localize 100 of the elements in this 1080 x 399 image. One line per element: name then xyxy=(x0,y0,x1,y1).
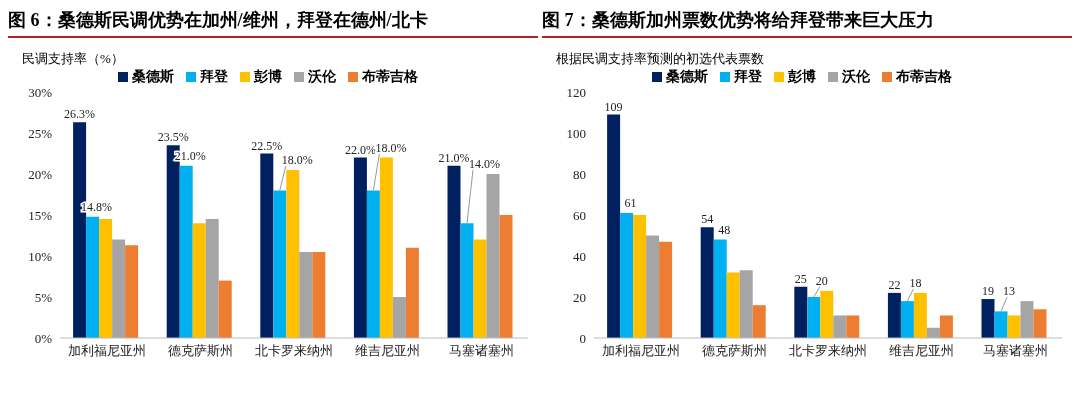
data-label: 54 xyxy=(701,212,714,227)
bar xyxy=(460,223,474,338)
legend-label: 布蒂吉格 xyxy=(361,68,418,86)
bar xyxy=(659,241,673,338)
bar xyxy=(392,297,406,338)
bar xyxy=(820,290,834,338)
data-label: 25 xyxy=(794,271,807,286)
bar xyxy=(620,212,634,338)
data-label: 14.0% xyxy=(469,157,500,171)
legend-label: 拜登 xyxy=(733,68,762,86)
y-tick-label: 20% xyxy=(28,166,53,182)
bar xyxy=(260,153,274,338)
bar xyxy=(299,251,313,338)
data-label: 18.0% xyxy=(375,140,407,155)
x-tick-label: 加利福尼亚州 xyxy=(601,343,680,359)
bar xyxy=(633,215,647,338)
data-label: 48 xyxy=(718,222,731,237)
x-tick-label: 德克萨斯州 xyxy=(167,343,233,359)
data-label: 13 xyxy=(1003,284,1015,299)
bar xyxy=(794,286,808,338)
bar xyxy=(192,223,206,338)
x-tick-label: 德克萨斯州 xyxy=(701,343,767,359)
legend-label: 沃伦 xyxy=(307,68,336,86)
bar xyxy=(700,227,714,338)
bar xyxy=(286,169,300,338)
data-label: 22 xyxy=(888,277,901,292)
y-tick-label: 25% xyxy=(28,125,53,141)
x-tick-label: 马塞诸塞州 xyxy=(982,343,1048,359)
bar xyxy=(205,219,219,338)
bar xyxy=(473,239,487,338)
bar xyxy=(846,315,860,338)
y-tick-label: 0% xyxy=(34,330,53,346)
y-tick-label: 5% xyxy=(34,289,53,305)
legend-label: 桑德斯 xyxy=(665,68,708,86)
bar xyxy=(312,251,326,338)
data-label: 61 xyxy=(624,195,637,210)
x-tick-label: 北卡罗来纳州 xyxy=(255,343,333,359)
bar xyxy=(887,292,901,338)
x-tick-label: 马塞诸塞州 xyxy=(448,343,514,359)
chart-title: 图 6：桑德斯民调优势在加州/维州，拜登在德州/北卡 xyxy=(8,8,538,38)
y-tick-label: 30% xyxy=(28,84,53,100)
bar xyxy=(179,165,193,338)
data-label: 18 xyxy=(909,275,922,290)
data-label: 26.3% xyxy=(64,107,96,122)
data-label: 21.0% xyxy=(438,150,470,165)
bar xyxy=(994,311,1008,338)
data-label: 109 xyxy=(604,99,623,114)
bar xyxy=(713,239,727,338)
x-tick-label: 加利福尼亚州 xyxy=(67,343,146,359)
legend-label: 彭博 xyxy=(253,68,282,86)
data-label: 18.0% xyxy=(281,152,313,167)
legend-label: 桑德斯 xyxy=(131,68,174,86)
data-label: 23.5% xyxy=(157,130,189,145)
bar xyxy=(405,247,419,338)
bar xyxy=(273,190,287,338)
data-label: 19 xyxy=(982,284,994,299)
bar xyxy=(366,190,380,338)
y-tick-label: 0 xyxy=(579,330,586,346)
bar xyxy=(447,165,461,338)
bar xyxy=(900,301,914,338)
y-tick-label: 100 xyxy=(566,125,586,141)
bar xyxy=(833,315,847,338)
y-tick-label: 10% xyxy=(28,248,53,264)
bar xyxy=(1020,301,1034,338)
data-label: 20 xyxy=(815,273,828,288)
bar xyxy=(499,215,513,338)
legend-label: 拜登 xyxy=(199,68,228,86)
legend-label: 彭博 xyxy=(787,68,816,86)
bar xyxy=(939,315,953,338)
bar xyxy=(112,239,126,338)
bar xyxy=(913,292,927,338)
legend-label: 布蒂吉格 xyxy=(895,68,952,86)
bar xyxy=(807,297,821,338)
chart-title: 图 7：桑德斯加州票数优势将给拜登带来巨大压力 xyxy=(542,8,1072,38)
x-tick-label: 维吉尼亚州 xyxy=(355,343,421,359)
data-label: 22.5% xyxy=(251,138,283,153)
bar xyxy=(218,280,232,338)
bar xyxy=(486,174,500,338)
bar xyxy=(607,114,621,338)
y-tick-label: 20 xyxy=(573,289,586,305)
data-label: 22.0% xyxy=(344,142,376,157)
bar xyxy=(379,157,393,338)
bar xyxy=(125,245,139,338)
bar xyxy=(739,270,753,338)
y-tick-label: 60 xyxy=(573,207,586,223)
bar xyxy=(86,216,100,338)
bar xyxy=(1007,315,1021,338)
y-tick-label: 40 xyxy=(573,248,586,264)
legend-label: 沃伦 xyxy=(841,68,870,86)
y-tick-label: 80 xyxy=(573,166,586,182)
bar xyxy=(353,157,367,338)
y-axis-title: 民调支持率（%） xyxy=(22,50,125,68)
bar xyxy=(726,272,740,338)
y-axis-title: 根据民调支持率预测的初选代表票数 xyxy=(556,50,765,68)
bar xyxy=(646,235,660,338)
bar xyxy=(752,305,766,338)
y-tick-label: 120 xyxy=(566,84,586,100)
bar xyxy=(981,299,995,338)
bar xyxy=(99,219,113,338)
bar xyxy=(1033,309,1047,338)
